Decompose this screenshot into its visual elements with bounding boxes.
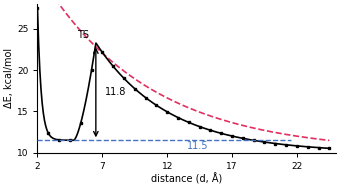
Text: 11.5: 11.5	[187, 141, 208, 151]
X-axis label: distance (d, Å): distance (d, Å)	[151, 174, 222, 185]
Text: 11.8: 11.8	[105, 88, 126, 97]
Text: TS: TS	[77, 30, 89, 40]
Y-axis label: ΔE, kcal/mol: ΔE, kcal/mol	[4, 48, 14, 108]
